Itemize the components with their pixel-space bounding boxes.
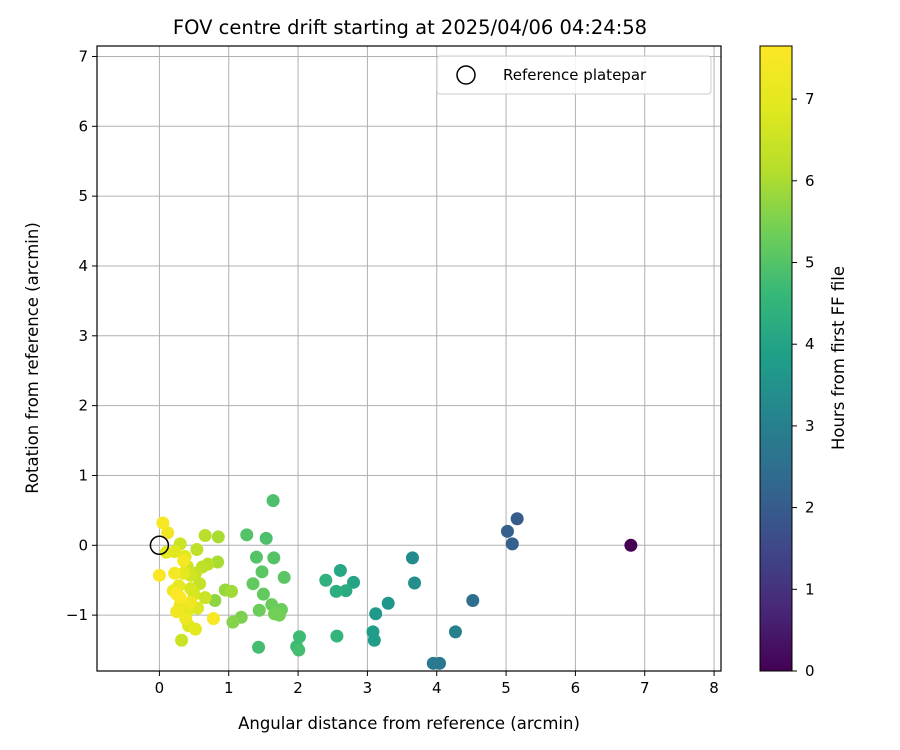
reference-point: [149, 535, 170, 556]
scatter-point: [184, 596, 198, 610]
scatter-point: [319, 573, 333, 587]
scatter-point: [330, 629, 344, 643]
x-tick-label: 0: [155, 679, 165, 697]
scatter-point: [177, 566, 191, 580]
scatter-point: [292, 630, 306, 644]
scatter-point: [448, 625, 462, 639]
scatter-point: [347, 575, 361, 589]
legend: Reference platepar: [436, 55, 712, 95]
y-tick-label: 6: [78, 117, 88, 135]
scatter-point: [252, 640, 266, 654]
x-tick-label: 8: [709, 679, 719, 697]
scatter-point: [267, 551, 281, 565]
scatter-point: [179, 612, 193, 626]
scatter-point: [170, 605, 184, 619]
scatter-point: [211, 555, 225, 569]
scatter-point: [225, 584, 239, 598]
colorbar-ticks: 0 1 2 3 4 5 6 7: [792, 90, 815, 680]
scatter-point: [190, 542, 204, 556]
scatter-point: [159, 545, 173, 559]
x-axis: 0 1 2 3 4 5 6 7 8: [155, 671, 719, 697]
scatter-point: [168, 566, 182, 580]
scatter-point: [329, 584, 343, 598]
scatter-point: [510, 512, 524, 526]
scatter-point: [177, 554, 191, 568]
colorbar-tick-label: 3: [805, 417, 815, 435]
y-tick-label: 2: [78, 397, 88, 415]
scatter-point: [255, 565, 269, 579]
scatter-point: [292, 643, 306, 657]
scatter-point: [173, 591, 187, 605]
scatter-point: [339, 584, 353, 598]
scatter-point: [466, 593, 480, 607]
chart-title: FOV centre drift starting at 2025/04/06 …: [173, 16, 647, 39]
scatter-point: [266, 494, 280, 508]
scatter-point: [500, 524, 514, 538]
scatter-point: [198, 591, 212, 605]
reference-marker: [149, 535, 170, 556]
legend-box: [436, 55, 712, 95]
scatter-point: [246, 577, 260, 591]
scatter-point: [198, 529, 212, 543]
scatter-point: [333, 563, 347, 577]
scatter-point: [433, 656, 447, 670]
colorbar-label: Hours from first FF file: [829, 266, 848, 450]
colorbar-tick-label: 1: [805, 580, 815, 598]
x-axis-label: Angular distance from reference (arcmin): [238, 714, 580, 733]
scatter-point: [405, 551, 419, 565]
x-tick-label: 1: [224, 679, 234, 697]
y-tick-label: 3: [78, 327, 88, 345]
y-tick-label: 5: [78, 187, 88, 205]
scatter-point: [175, 633, 189, 647]
y-axis: −1 0 1 2 3 4 5 6 7: [66, 47, 97, 624]
scatter-point: [505, 537, 519, 551]
scatter-point: [152, 568, 166, 582]
x-tick-label: 7: [640, 679, 650, 697]
colorbar-tick-label: 4: [805, 335, 815, 353]
x-tick-label: 2: [293, 679, 303, 697]
plot-frame: [96, 45, 722, 672]
colorbar-tick-label: 5: [805, 254, 815, 272]
colorbar-tick-label: 2: [805, 499, 815, 517]
legend-label: Reference platepar: [503, 66, 647, 84]
scatter-points: [152, 494, 638, 670]
scatter-point: [211, 530, 225, 544]
scatter-point: [624, 538, 638, 552]
x-tick-label: 4: [432, 679, 442, 697]
scatter-point: [226, 615, 240, 629]
scatter-point: [408, 576, 422, 590]
scatter-point: [206, 612, 220, 626]
scatter-point: [156, 516, 170, 530]
y-tick-label: −1: [66, 606, 88, 624]
scatter-point: [272, 608, 286, 622]
y-tick-label: 1: [78, 466, 88, 484]
colorbar-tick-label: 6: [805, 172, 815, 190]
colorbar: 0 1 2 3 4 5 6 7 Hours from first FF file: [759, 45, 848, 680]
y-tick-label: 7: [78, 47, 88, 65]
colorbar-tick-label: 7: [805, 90, 815, 108]
x-tick-label: 6: [571, 679, 581, 697]
scatter-point: [249, 550, 263, 564]
colorbar-tick-label: 0: [805, 662, 815, 680]
scatter-point: [369, 607, 383, 621]
x-tick-label: 3: [363, 679, 373, 697]
scatter-point: [256, 587, 270, 601]
colorbar-gradient: [759, 45, 793, 672]
scatter-point: [240, 528, 254, 542]
y-axis-label: Rotation from reference (arcmin): [23, 222, 42, 494]
legend-reference-marker: [456, 65, 476, 85]
y-tick-label: 4: [78, 257, 88, 275]
x-tick-label: 5: [501, 679, 511, 697]
scatter-point: [367, 633, 381, 647]
scatter-point: [259, 531, 273, 545]
scatter-point: [188, 622, 202, 636]
scatter-point: [277, 570, 291, 584]
scatter-point: [252, 603, 266, 617]
y-tick-label: 0: [78, 536, 88, 554]
scatter-point: [381, 596, 395, 610]
scatter-point: [161, 526, 175, 540]
